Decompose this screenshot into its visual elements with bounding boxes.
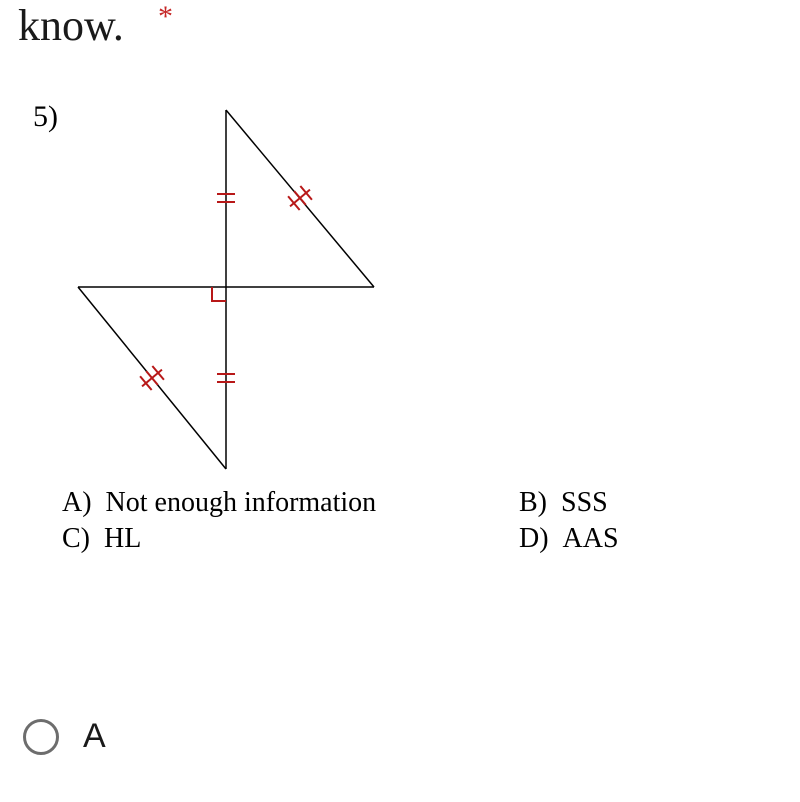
required-asterisk: * — [158, 0, 173, 34]
answer-d-text: AAS — [563, 523, 619, 554]
header-text: know. — [18, 0, 124, 51]
answer-b-text: SSS — [561, 487, 608, 518]
answer-a-letter: A) — [62, 487, 92, 518]
question-number: 5) — [33, 100, 58, 134]
answer-b-letter: B) — [519, 487, 547, 518]
triangles-svg — [58, 92, 398, 477]
answer-option-b: B) SSS — [519, 487, 608, 519]
tick-triple-upper-hypotenuse — [284, 183, 315, 214]
answer-c-letter: C) — [62, 523, 90, 554]
geometric-diagram — [58, 92, 398, 477]
right-angle-mark — [212, 287, 226, 301]
answer-option-a: A) Not enough information — [62, 487, 376, 519]
radio-circle-icon — [23, 719, 59, 755]
radio-label-a: A — [83, 717, 106, 756]
answer-d-letter: D) — [519, 523, 549, 554]
answer-option-c: C) HL — [62, 523, 141, 555]
answer-c-text: HL — [104, 523, 141, 554]
answer-option-d: D) AAS — [519, 523, 619, 555]
answer-a-text: Not enough information — [106, 487, 377, 518]
tick-triple-lower-hypotenuse — [136, 363, 167, 394]
radio-option-a[interactable]: A — [23, 717, 106, 756]
